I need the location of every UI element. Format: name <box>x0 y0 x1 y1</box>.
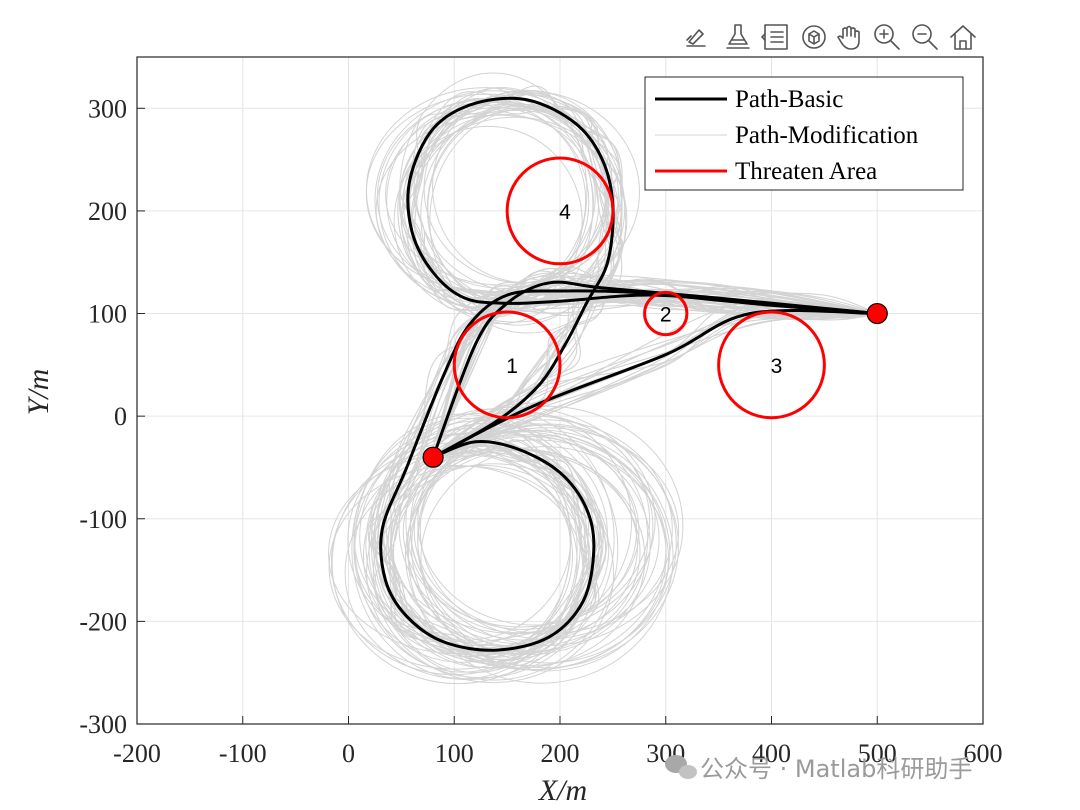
x-tick-label: -200 <box>113 739 161 768</box>
path-modification-line <box>385 101 619 286</box>
threat-area-3 <box>717 310 826 420</box>
path-modification-line <box>399 103 607 289</box>
x-tick-label: 500 <box>858 739 897 768</box>
threat-area-label: 1 <box>506 355 518 378</box>
path-modification-line <box>399 72 588 311</box>
legend-label-modification: Path-Modification <box>735 122 919 149</box>
rotate-3d-icon[interactable] <box>799 22 829 52</box>
threat-area-label: 3 <box>771 355 783 378</box>
zoom-in-icon[interactable] <box>872 22 902 52</box>
x-tick-label: 100 <box>435 739 474 768</box>
y-tick-label: -200 <box>79 607 127 636</box>
path-modification-line <box>420 446 669 672</box>
home-icon[interactable] <box>948 22 978 52</box>
path-modification-line <box>413 427 680 635</box>
path-modification-line <box>351 417 578 680</box>
y-axis-label: Y/m <box>22 369 55 416</box>
y-tick-label: 200 <box>88 197 127 226</box>
legend-label-basic: Path-Basic <box>735 86 843 113</box>
path-basic-layer <box>379 96 878 652</box>
threat-area-4 <box>505 156 615 266</box>
marker-layer <box>422 302 888 468</box>
x-axis-label: X/m <box>538 774 587 807</box>
x-tick-label: 200 <box>541 739 580 768</box>
path-modification-line <box>380 287 878 655</box>
x-tick-label: 400 <box>752 739 791 768</box>
path-modification-line <box>402 98 878 458</box>
watermark: 公众号 · Matlab科研助手 <box>665 755 972 783</box>
path-modification-line <box>423 93 623 284</box>
start-marker <box>422 446 444 468</box>
legend: Path-Basic Path-Modification Threaten Ar… <box>644 76 964 191</box>
x-tick-label: -100 <box>219 739 267 768</box>
path-modification-line <box>407 436 651 655</box>
path-modification-line <box>417 423 677 664</box>
watermark-text: 公众号 · Matlab科研助手 <box>700 755 972 783</box>
path-modification-line <box>409 87 594 325</box>
path-modification-line <box>409 405 684 647</box>
path-modification-line <box>375 114 619 306</box>
path-basic-direct <box>432 308 878 459</box>
path-modification-line <box>409 105 878 458</box>
path-modification-line <box>328 464 584 670</box>
path-basic-loop-4 <box>406 96 878 459</box>
x-tick-label: 0 <box>342 739 355 768</box>
pan-icon[interactable] <box>835 22 865 52</box>
edit-plot-icon[interactable] <box>683 22 713 52</box>
x-tick-label: 600 <box>964 739 1003 768</box>
y-tick-label: 300 <box>88 94 127 123</box>
y-tick-label: -300 <box>79 710 127 739</box>
ticks: -200 -100 0 100 200 300 400 500 600-300-200-1000… <box>79 94 1002 768</box>
data-tips-icon[interactable] <box>761 22 791 52</box>
threat-area-2 <box>643 290 689 337</box>
legend-label-threat: Threaten Area <box>735 158 877 185</box>
path-modification-line <box>386 101 587 300</box>
end-marker <box>866 302 888 325</box>
path-modification-line <box>427 109 610 310</box>
path-modification-line <box>417 415 651 626</box>
path-modification-line <box>415 90 641 294</box>
brush-icon[interactable] <box>723 22 753 52</box>
path-modification-line <box>402 433 640 628</box>
y-tick-label: 100 <box>88 300 127 329</box>
threat-area-label: 2 <box>660 304 672 327</box>
y-tick-label: -100 <box>79 505 127 534</box>
axes-toolbar <box>683 22 978 52</box>
path-modification-line <box>407 429 674 684</box>
threat-area-label: 4 <box>559 201 571 224</box>
y-tick-label: 0 <box>114 402 127 431</box>
threat-area-1 <box>452 310 562 420</box>
path-modification-line <box>353 433 571 663</box>
path-basic-loop-lower <box>379 289 878 652</box>
wechat-icon <box>665 755 697 779</box>
threat-area-layer: 1 2 3 4 <box>452 156 826 420</box>
path-modification-line <box>400 116 628 323</box>
zoom-out-icon[interactable] <box>910 22 940 52</box>
path-modification-line <box>411 424 679 669</box>
path-modification-line <box>372 463 615 684</box>
path-modification-line <box>390 430 667 666</box>
